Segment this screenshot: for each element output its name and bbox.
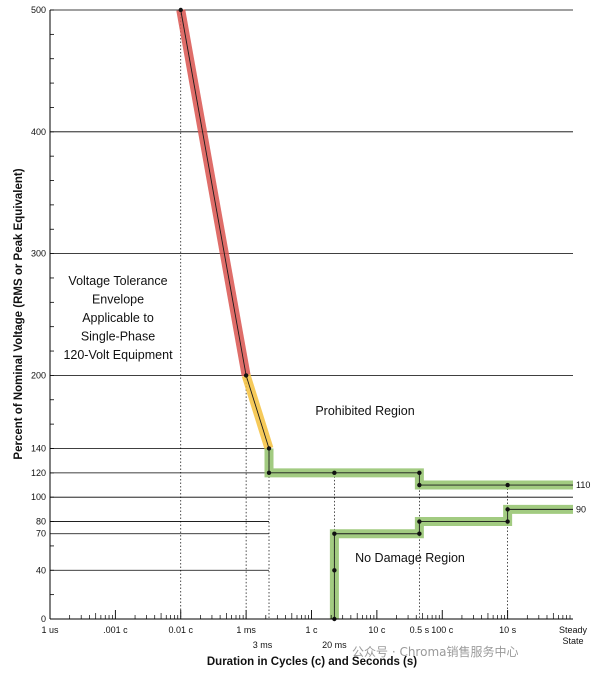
vertical-guide-lines	[180, 10, 508, 619]
y-tick-label: 40	[36, 565, 46, 575]
no-damage-region-label: No Damage Region	[355, 551, 465, 565]
overvoltage_yellow-line	[245, 375, 270, 449]
x-tick-label: 0.5 s	[410, 625, 430, 635]
data-marker	[417, 519, 422, 524]
x-tick-label: .001 c	[103, 625, 128, 635]
data-marker	[243, 373, 249, 378]
x-tick-label: 1 ms	[236, 625, 256, 635]
data-marker	[332, 568, 337, 573]
data-marker	[505, 519, 510, 524]
watermark: 公众号 · Chroma销售服务中心	[352, 644, 518, 659]
prohibited-region-label: Prohibited Region	[315, 404, 414, 418]
envelope-annotation: Voltage Tolerance Envelope Applicable to Si…	[63, 274, 173, 362]
data-marker	[266, 446, 272, 451]
data-marker	[332, 470, 337, 476]
y-tick-label: 140	[31, 443, 46, 453]
y-tick-label: 0	[41, 614, 46, 624]
y-tick-label: 70	[36, 529, 46, 539]
data-marker	[332, 531, 337, 536]
x-tick-label: 100 c	[431, 625, 454, 635]
overvoltage_green-band	[264, 448, 573, 490]
x-tick-label: Steady State	[559, 625, 588, 646]
y-tick-label: 500	[31, 5, 46, 15]
y-tick-label: 300	[31, 249, 46, 259]
data-marker	[505, 507, 510, 512]
data-marker	[417, 470, 422, 476]
data-marker	[505, 482, 510, 488]
x-tick-label: 0.01 c	[168, 625, 193, 635]
data-marker	[178, 7, 183, 13]
x-tick-labels: 1 us .001 c 0.01 c 1 ms 3 ms 1 c 20 ms 10 c 0.5 …	[41, 625, 587, 650]
data-marker	[266, 470, 272, 476]
annotations: Voltage Tolerance Envelope Applicable to Si…	[13, 168, 590, 668]
axes	[49, 9, 573, 620]
data-marker	[417, 482, 422, 488]
grid-lines	[50, 9, 573, 571]
y-tick-label: 80	[36, 517, 46, 527]
y-tick-label: 200	[31, 370, 46, 380]
x-tick-label: 20 ms	[322, 640, 347, 650]
y-tick-label: 100	[31, 492, 46, 502]
line-label-90: 90	[576, 504, 586, 514]
data-marker	[417, 531, 422, 536]
y-tick-labels: 0 40 70 80 100 120 140 200 300 400 500	[31, 5, 46, 624]
x-tick-label: 10 c	[368, 625, 386, 635]
y-tick-label: 400	[31, 127, 46, 137]
y-axis-title: Percent of Nominal Voltage (RMS or Peak …	[13, 168, 25, 459]
x-tick-label: 3 ms	[253, 640, 273, 650]
x-tick-label: 10 s	[499, 625, 517, 635]
x-tick-label: 1 us	[41, 625, 59, 635]
x-tick-label: 1 c	[305, 625, 318, 635]
line-label-110: 110	[576, 480, 590, 490]
overvoltage_red-line	[180, 9, 247, 376]
envelope-bands	[176, 9, 573, 619]
x-axis-title: Duration in Cycles (c) and Seconds (s)	[207, 656, 417, 668]
data-markers	[178, 7, 510, 622]
y-tick-label: 120	[31, 468, 46, 478]
